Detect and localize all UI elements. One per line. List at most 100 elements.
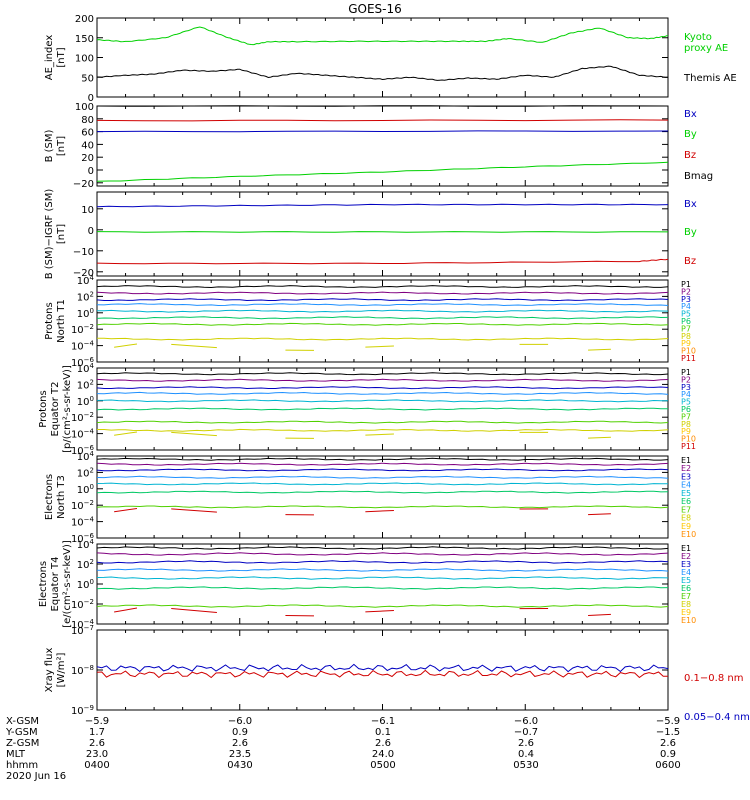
channel-line-p4 xyxy=(96,391,669,395)
x-row-value: 2.6 xyxy=(89,738,105,749)
x-row-value: 0530 xyxy=(513,760,538,771)
tick-base: 10 xyxy=(77,292,90,303)
y-axis-label: Xray flux xyxy=(44,648,55,693)
x-row-value: 0600 xyxy=(655,760,680,771)
y-axis-label: [nT] xyxy=(56,224,67,244)
y-tick-label: 50 xyxy=(81,73,94,84)
channel-line-p1 xyxy=(96,285,669,289)
x-row-value: 0.9 xyxy=(232,727,248,738)
channel-line-e5 xyxy=(96,482,669,486)
x-row-value: 2.6 xyxy=(660,738,676,749)
series-line-bz xyxy=(96,119,669,122)
y-axis-label: Electrons xyxy=(44,474,55,520)
tick-exponent: −9 xyxy=(84,704,94,712)
y-tick-label: 102 xyxy=(77,290,94,303)
x-row-value: −6.0 xyxy=(514,716,538,727)
sparse-segment xyxy=(365,510,394,513)
y-tick-label: 10−2 xyxy=(71,499,94,512)
tick-base: 10 xyxy=(71,358,84,369)
channel-legend-p11: P11 xyxy=(681,354,696,363)
x-row-value: 0.9 xyxy=(660,749,676,760)
channel-line-e6 xyxy=(96,490,669,494)
sparse-segment xyxy=(114,343,138,348)
channel-legend-p10: P10 xyxy=(681,435,696,444)
tick-base: 10 xyxy=(77,397,90,408)
y-axis-label: [W/m²] xyxy=(56,652,67,687)
x-row-value: 1.7 xyxy=(89,727,105,738)
channel-legend-e10: E10 xyxy=(681,616,696,625)
sparse-segment xyxy=(114,431,138,436)
tick-base: 10 xyxy=(77,468,90,479)
y-axis-label: Equator T2 xyxy=(50,382,61,437)
panel-frame xyxy=(96,17,669,98)
channel-legend-p5: P5 xyxy=(681,398,691,407)
channel-legend-p10: P10 xyxy=(681,347,696,356)
legend-entry: Bx xyxy=(684,199,697,210)
series-line-kyoto-proxy-ae xyxy=(96,26,669,46)
channel-legend-p2: P2 xyxy=(681,375,691,384)
tick-exponent: −4 xyxy=(84,340,95,348)
sparse-segment xyxy=(588,613,611,617)
tick-base: 10 xyxy=(77,276,90,287)
channel-line-e1 xyxy=(96,546,669,550)
channel-line-e4 xyxy=(96,568,669,572)
y-tick-label: 100 xyxy=(75,54,94,65)
y-axis-label: B (SM) xyxy=(44,129,55,162)
y-tick-label: 10−2 xyxy=(71,598,94,611)
tick-exponent: 2 xyxy=(90,290,94,298)
tick-exponent: 0 xyxy=(90,578,94,586)
x-row-value: −6.1 xyxy=(371,716,395,727)
y-tick-label: −10 xyxy=(73,247,94,258)
channel-line-p8 xyxy=(97,428,669,432)
channel-line-p8 xyxy=(97,337,669,341)
y-tick-label: 150 xyxy=(75,34,94,45)
channel-line-e4 xyxy=(96,475,669,479)
channel-line-p3 xyxy=(96,298,669,302)
x-row-label: hhmm xyxy=(6,760,38,771)
legend-entry: Bz xyxy=(684,256,696,267)
tick-exponent: −2 xyxy=(84,411,94,419)
y-tick-label: 102 xyxy=(77,558,94,571)
tick-exponent: 2 xyxy=(90,558,94,566)
tick-base: 10 xyxy=(71,342,84,353)
x-row-value: −6.0 xyxy=(228,716,252,727)
tick-base: 10 xyxy=(71,666,84,677)
y-tick-label: 100 xyxy=(77,395,94,408)
tick-exponent: 4 xyxy=(90,538,95,546)
channel-legend-p8: P8 xyxy=(681,332,691,341)
x-row-label: X-GSM xyxy=(6,716,39,727)
y-tick-label: 40 xyxy=(81,140,94,151)
channel-line-p6 xyxy=(96,316,669,320)
y-tick-label: 100 xyxy=(77,483,94,496)
series-line-0-1-0-8-nm xyxy=(96,669,669,679)
channel-legend-p7: P7 xyxy=(681,324,691,333)
x-row-value: −5.9 xyxy=(656,716,680,727)
channel-legend-p11: P11 xyxy=(681,442,696,451)
tick-base: 10 xyxy=(71,413,84,424)
channel-legend-e4: E4 xyxy=(681,481,691,490)
x-row-label: Z-GSM xyxy=(6,738,39,749)
y-axis-label: [nT] xyxy=(56,136,67,156)
channel-legend-p1: P1 xyxy=(681,280,691,289)
x-axis-table: X-GSM −5.9 −6.0 −6.1 −6.0 −5.9 Y-GSM 1.7 0.9 0.1 −… xyxy=(5,716,681,782)
y-tick-label: −20 xyxy=(73,179,94,190)
legend-entry: Themis AE xyxy=(683,73,737,84)
series-line-0-05-0-4-nm xyxy=(96,663,669,673)
date-label: 2020 Jun 16 xyxy=(6,771,66,782)
y-tick-label: 104 xyxy=(77,362,95,375)
channel-line-e2 xyxy=(96,462,669,466)
tick-exponent: −4 xyxy=(84,618,95,626)
legend-entry: Bmag xyxy=(684,171,713,182)
y-axis-label: B (SM)−IGRF (SM) xyxy=(44,189,55,280)
legend-entry: Bx xyxy=(684,109,697,120)
tick-exponent: −2 xyxy=(84,598,94,606)
tick-base: 10 xyxy=(77,560,90,571)
tick-base: 10 xyxy=(71,600,84,611)
y-tick-label: 10−9 xyxy=(71,704,94,717)
series-line-bx xyxy=(96,130,669,133)
x-row-value: −0.7 xyxy=(514,727,538,738)
tick-base: 10 xyxy=(71,325,84,336)
x-row-value: 23.0 xyxy=(86,749,108,760)
